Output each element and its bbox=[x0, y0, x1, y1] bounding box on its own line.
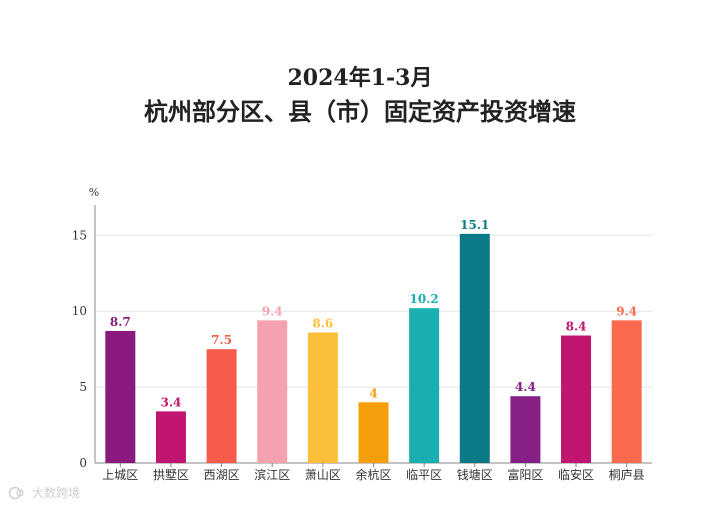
y-tick-label: 10 bbox=[72, 304, 87, 318]
y-tick-label: 5 bbox=[79, 380, 87, 394]
watermark: 大数跨境 bbox=[8, 484, 80, 501]
data-label: 15.1 bbox=[460, 218, 489, 232]
bar-3 bbox=[206, 349, 237, 463]
bar-4 bbox=[257, 320, 288, 463]
x-tick-label: 桐庐县 bbox=[609, 467, 645, 482]
data-label: 9.4 bbox=[616, 304, 637, 318]
x-tick-label: 富阳区 bbox=[507, 467, 543, 482]
bar-8 bbox=[459, 233, 490, 463]
chart-title-line2: 杭州部分区、县（市）固定资产投资增速 bbox=[144, 97, 576, 126]
x-tick-label: 上城区 bbox=[102, 468, 138, 482]
x-tick-label: 拱墅区 bbox=[153, 468, 189, 482]
data-label: 8.7 bbox=[110, 315, 131, 329]
bar-1 bbox=[105, 330, 136, 463]
data-label: 4.4 bbox=[515, 380, 536, 394]
y-tick-label: 0 bbox=[79, 456, 87, 470]
x-tick-label: 滨江区 bbox=[254, 467, 290, 482]
watermark-text: 大数跨境 bbox=[32, 486, 81, 500]
data-label: 8.6 bbox=[312, 316, 333, 330]
x-tick-label: 西湖区 bbox=[204, 467, 240, 482]
chart-title-line1: 2024年1-3月 bbox=[287, 65, 433, 91]
bar-5 bbox=[307, 332, 338, 463]
x-tick-label: 余杭区 bbox=[355, 467, 391, 482]
bar-9 bbox=[510, 396, 541, 463]
data-label: 8.4 bbox=[566, 320, 587, 334]
bar-7 bbox=[409, 308, 440, 463]
watermark-logo-icon bbox=[8, 486, 24, 499]
x-tick-label: 萧山区 bbox=[305, 468, 341, 482]
bar-2 bbox=[155, 411, 186, 463]
x-tick-label: 临平区 bbox=[406, 468, 442, 482]
x-tick-label: 钱塘区 bbox=[457, 467, 493, 482]
data-label: 9.4 bbox=[262, 304, 283, 318]
x-tick-label: 临安区 bbox=[558, 467, 594, 482]
data-label: 4 bbox=[369, 386, 377, 400]
y-axis-label: % bbox=[89, 186, 99, 199]
bar-10 bbox=[561, 335, 592, 463]
y-tick-label: 15 bbox=[72, 228, 87, 242]
data-label: 10.2 bbox=[410, 292, 439, 306]
data-label: 7.5 bbox=[211, 333, 232, 347]
bar-11 bbox=[611, 320, 642, 463]
data-label: 3.4 bbox=[161, 395, 182, 409]
bar-6 bbox=[358, 402, 389, 463]
